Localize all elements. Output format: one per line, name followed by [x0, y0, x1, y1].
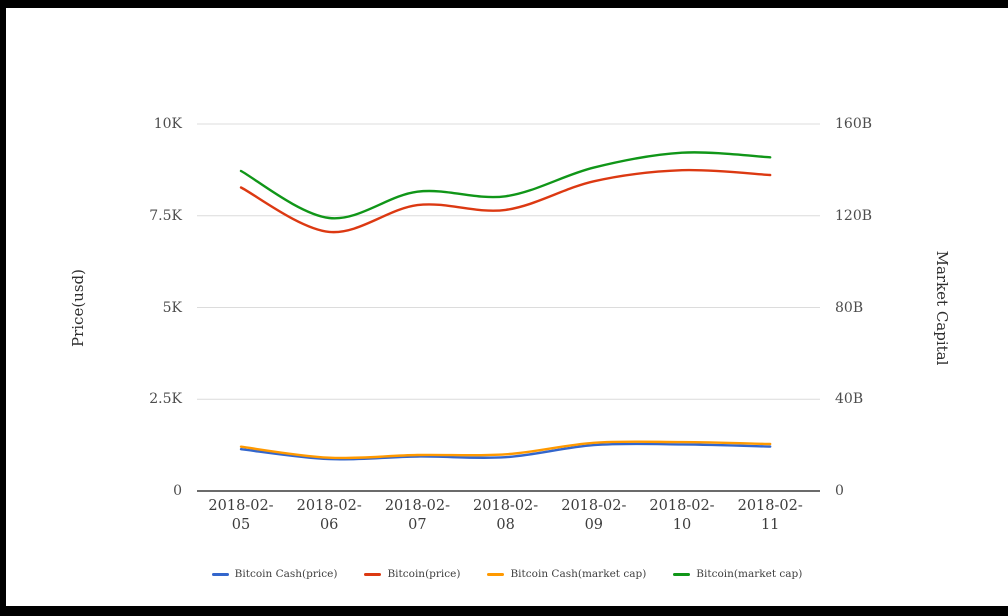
- x-label-line1: 2018-02-: [384, 498, 450, 514]
- series-line-bitcoin-cash-price[interactable]: [239, 442, 772, 461]
- x-axis-label: 2018-02- 11: [722, 497, 818, 535]
- x-axis-label: 2018-02- 07: [369, 497, 465, 535]
- legend: Bitcoin Cash(price) Bitcoin(price) Bitcoin…: [6, 568, 1008, 580]
- x-label-line1: 2018-02-: [737, 498, 803, 514]
- legend-label: Bitcoin(market cap): [696, 568, 803, 580]
- right-tick-label: 160B: [835, 116, 873, 132]
- legend-swatch-icon: [364, 572, 382, 576]
- right-tick-label: 40B: [835, 391, 864, 408]
- x-label-line2: 05: [231, 517, 251, 533]
- x-axis-label: 2018-02- 10: [634, 497, 730, 535]
- legend-label: Bitcoin Cash(price): [234, 568, 338, 580]
- x-label-line1: 2018-02-: [296, 498, 362, 514]
- legend-label: Bitcoin(price): [387, 568, 461, 580]
- x-label-line2: 09: [584, 517, 604, 533]
- plot-area: [197, 123, 820, 492]
- x-label-line1: 2018-02-: [561, 498, 627, 514]
- legend-swatch-icon: [211, 572, 229, 576]
- legend-label: Bitcoin Cash(market cap): [510, 568, 647, 580]
- x-label-line1: 2018-02-: [649, 498, 715, 514]
- legend-swatch-icon: [487, 572, 505, 576]
- left-tick-label: 0: [173, 483, 182, 499]
- x-axis-label: 2018-02- 08: [458, 497, 554, 535]
- left-tick-label: 5K: [162, 299, 182, 316]
- x-label-line1: 2018-02-: [208, 498, 274, 514]
- left-tick-label: 10K: [153, 116, 182, 132]
- x-axis-label: 2018-02- 06: [281, 497, 377, 535]
- legend-swatch-icon: [673, 572, 691, 576]
- left-tick-label: 2.5K: [149, 391, 182, 408]
- legend-item-bitcoin-cash-market-cap[interactable]: Bitcoin Cash(market cap): [487, 568, 646, 580]
- series-line-bitcoin-price[interactable]: [239, 168, 772, 234]
- legend-item-bitcoin-price[interactable]: Bitcoin(price): [364, 568, 460, 580]
- right-tick-label: 0: [835, 483, 844, 499]
- x-label-line2: 08: [496, 517, 515, 533]
- series-line-bitcoin-cash-market-cap[interactable]: [239, 440, 772, 460]
- x-label-line2: 07: [408, 517, 427, 533]
- x-axis-label: 2018-02- 05: [193, 497, 289, 535]
- left-tick-label: 7.5K: [149, 207, 182, 224]
- legend-item-bitcoin-market-cap[interactable]: Bitcoin(market cap): [673, 568, 802, 580]
- right-tick-label: 80B: [835, 299, 864, 316]
- x-label-line2: 06: [319, 517, 339, 533]
- x-label-line1: 2018-02-: [473, 498, 539, 514]
- x-axis-label: 2018-02- 09: [546, 497, 642, 535]
- x-label-line2: 10: [672, 517, 692, 533]
- chart-canvas: Price(usd) Market Capital 0 2.5K 5K 7.5K 10K…: [6, 8, 1008, 606]
- legend-item-bitcoin-cash-price[interactable]: Bitcoin Cash(price): [211, 568, 338, 580]
- x-label-line2: 11: [760, 517, 780, 533]
- series-line-bitcoin-market-cap[interactable]: [239, 151, 772, 220]
- right-tick-label: 120B: [835, 207, 873, 224]
